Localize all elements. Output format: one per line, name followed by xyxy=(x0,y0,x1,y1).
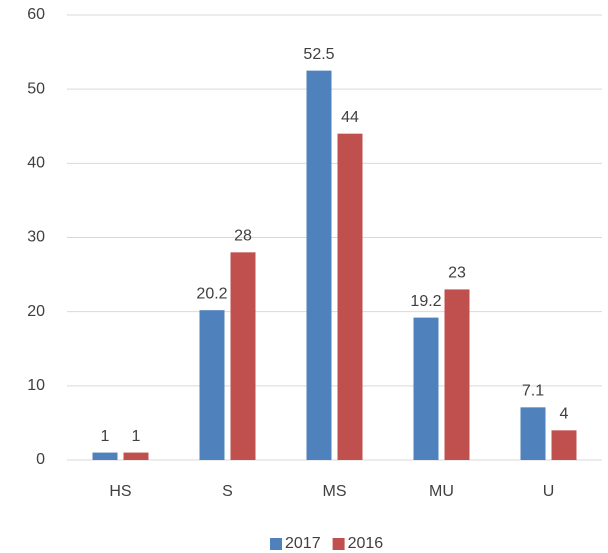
data-label: 52.5 xyxy=(303,46,334,63)
y-tick-label: 50 xyxy=(27,80,45,97)
y-tick-label: 0 xyxy=(36,451,45,468)
bar xyxy=(444,289,470,460)
x-tick-label: MS xyxy=(323,483,347,500)
x-tick-label: S xyxy=(222,483,233,500)
data-label: 23 xyxy=(448,265,466,282)
data-label: 1 xyxy=(101,428,110,445)
data-label: 19.2 xyxy=(410,293,441,310)
legend-swatch xyxy=(270,538,282,550)
data-label: 28 xyxy=(234,228,252,245)
bar xyxy=(520,407,546,460)
y-tick-label: 30 xyxy=(27,229,45,246)
legend-label: 2017 xyxy=(285,535,321,552)
bar xyxy=(551,430,577,460)
data-label: 44 xyxy=(341,109,359,126)
data-label: 1 xyxy=(132,428,141,445)
bar xyxy=(230,252,256,460)
y-tick-label: 10 xyxy=(27,377,45,394)
x-tick-label: MU xyxy=(429,483,454,500)
x-tick-label: U xyxy=(543,483,555,500)
bar xyxy=(92,452,118,460)
legend-label: 2016 xyxy=(348,535,384,552)
bar xyxy=(123,452,149,460)
bar xyxy=(199,310,225,460)
data-label: 7.1 xyxy=(522,383,544,400)
bar xyxy=(306,70,332,460)
data-label: 4 xyxy=(560,406,569,423)
y-tick-label: 60 xyxy=(27,6,45,23)
y-tick-label: 40 xyxy=(27,155,45,172)
legend-swatch xyxy=(332,538,345,550)
bar xyxy=(337,133,363,460)
bar xyxy=(413,317,439,460)
x-tick-label: HS xyxy=(109,483,131,500)
y-tick-label: 20 xyxy=(27,303,45,320)
data-label: 20.2 xyxy=(196,285,227,302)
